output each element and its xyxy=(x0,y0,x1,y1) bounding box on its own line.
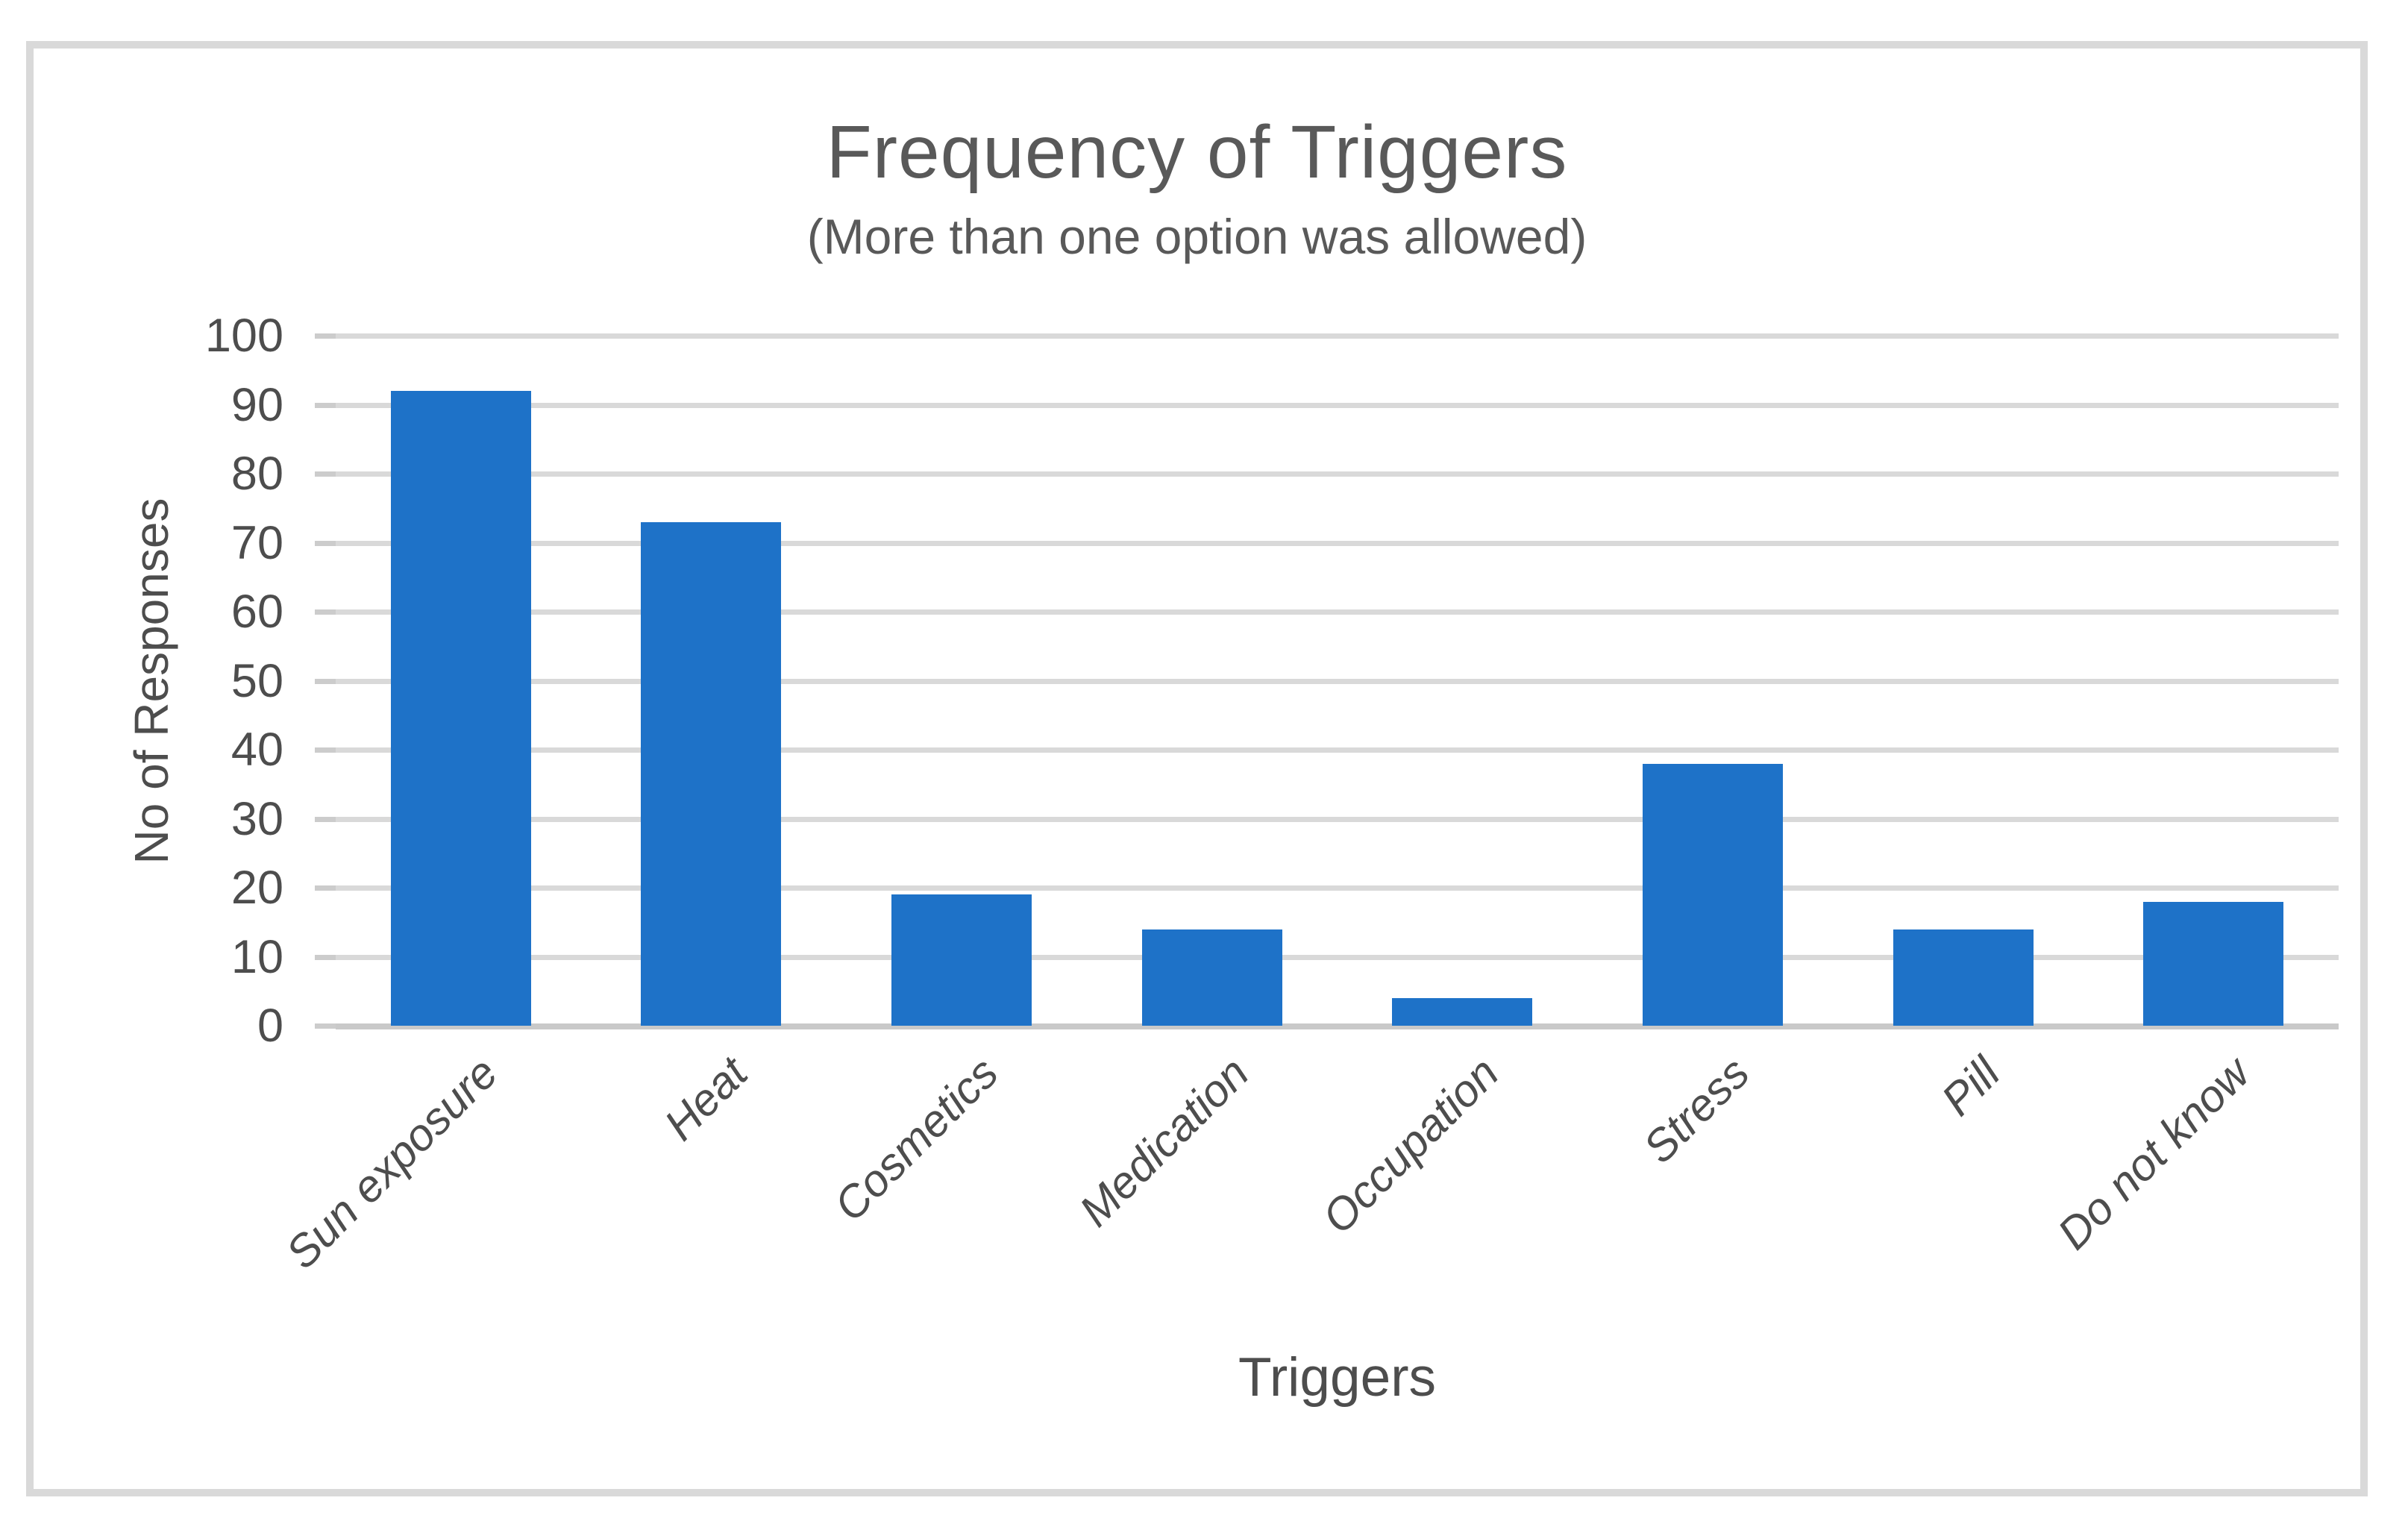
y-tick-mark-60 xyxy=(315,609,336,615)
y-tick-label-30: 30 xyxy=(231,792,283,845)
figure-frame: Frequency of Triggers (More than one opt… xyxy=(26,41,2368,1496)
x-axis-title: Triggers xyxy=(1238,1347,1437,1408)
y-tick-mark-70 xyxy=(315,540,336,546)
gridline-100 xyxy=(336,333,2339,339)
y-tick-mark-10 xyxy=(315,954,336,960)
bar-occupation xyxy=(1392,998,1533,1026)
y-tick-mark-20 xyxy=(315,885,336,891)
y-tick-label-20: 20 xyxy=(231,862,283,914)
chart-title: Frequency of Triggers xyxy=(826,110,1568,194)
x-axis-line xyxy=(336,1023,2339,1029)
y-tick-mark-100 xyxy=(315,333,336,339)
gridline-10 xyxy=(336,954,2339,960)
y-tick-label-50: 50 xyxy=(231,654,283,707)
y-tick-label-40: 40 xyxy=(231,724,283,776)
gridline-20 xyxy=(336,885,2339,891)
y-tick-mark-80 xyxy=(315,471,336,477)
y-tick-label-70: 70 xyxy=(231,516,283,569)
gridline-40 xyxy=(336,747,2339,753)
y-tick-mark-50 xyxy=(315,678,336,684)
bar-sun-exposure xyxy=(390,391,531,1026)
y-tick-label-0: 0 xyxy=(257,1000,283,1052)
y-tick-label-10: 10 xyxy=(231,930,283,983)
bar-pill xyxy=(1893,929,2034,1026)
gridline-70 xyxy=(336,540,2339,546)
gridline-80 xyxy=(336,471,2339,477)
bar-do-not-know xyxy=(2143,901,2284,1026)
bar-stress xyxy=(1642,763,1783,1026)
y-tick-mark-0 xyxy=(315,1023,336,1029)
y-tick-mark-90 xyxy=(315,402,336,408)
y-tick-label-90: 90 xyxy=(231,378,283,431)
plot-area: 0 10 20 30 40 50 60 70 80 90 100 Sun exposure Heat Co… xyxy=(205,313,2339,1278)
bar-heat xyxy=(641,521,782,1026)
gridline-50 xyxy=(336,678,2339,684)
y-tick-label-60: 60 xyxy=(231,586,283,638)
bar-medication xyxy=(1141,929,1282,1026)
y-tick-mark-40 xyxy=(315,747,336,753)
chart-subtitle: (More than one option was allowed) xyxy=(806,209,1587,264)
gridline-90 xyxy=(336,402,2339,408)
gridline-30 xyxy=(336,816,2339,822)
y-tick-label-100: 100 xyxy=(204,310,283,362)
bar-cosmetics xyxy=(891,894,1032,1026)
y-tick-label-80: 80 xyxy=(231,448,283,500)
y-tick-mark-30 xyxy=(315,816,336,822)
gridline-60 xyxy=(336,609,2339,615)
